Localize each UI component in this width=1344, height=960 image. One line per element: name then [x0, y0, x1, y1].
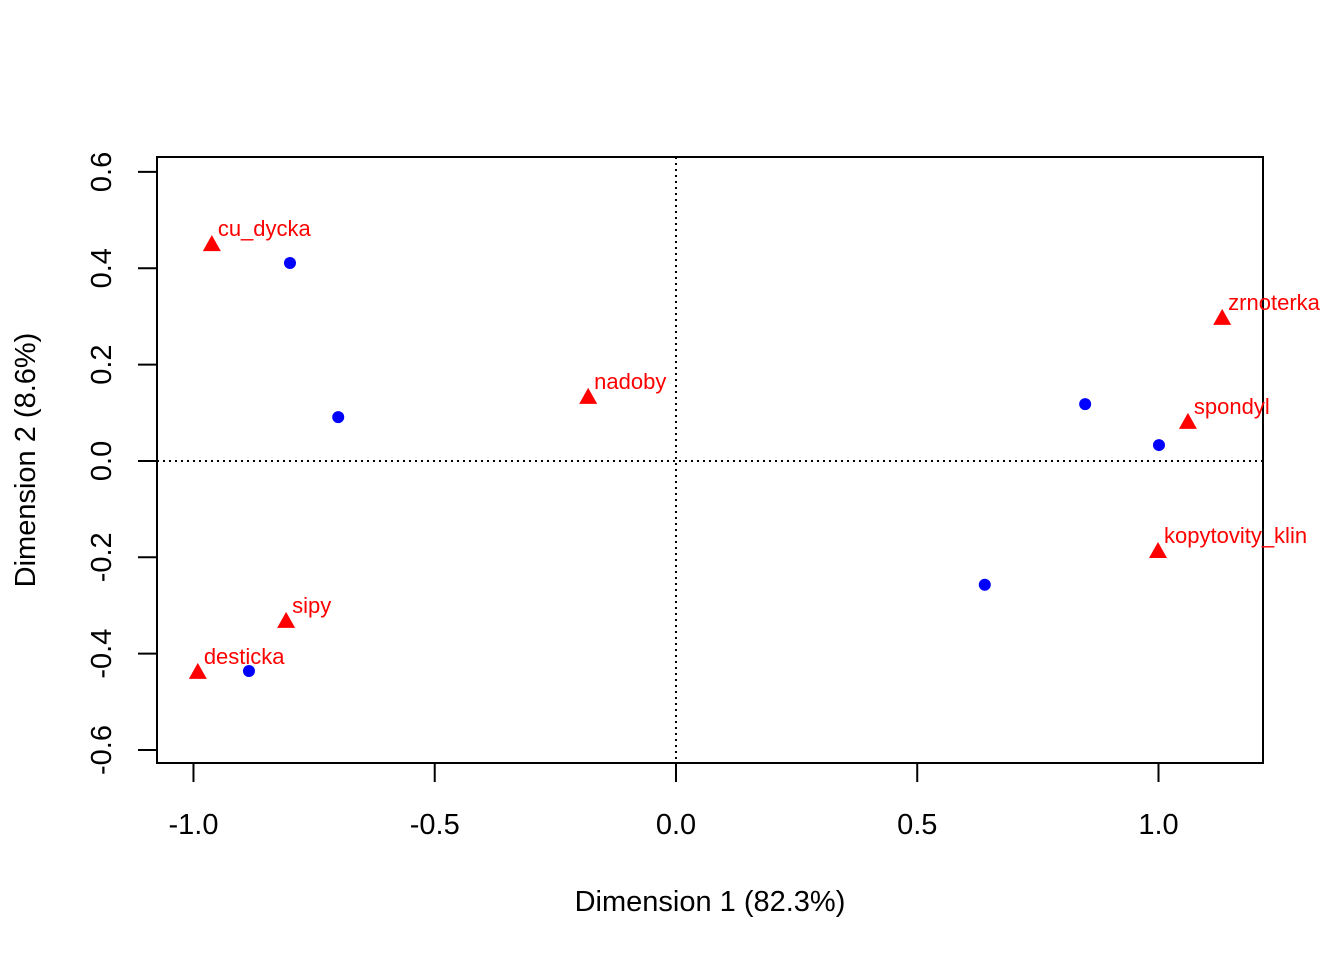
y-axis: -0.6 -0.4 -0.2 0.0 0.2 0.4 0.6 [86, 152, 158, 775]
y-axis-label: Dimension 2 (8.6%) [10, 333, 42, 588]
blue-point [1079, 398, 1092, 411]
blue-point [283, 256, 296, 269]
y-tick-label: 0.0 [86, 441, 118, 481]
reference-lines [157, 157, 1263, 763]
x-tick-label: -1.0 [168, 809, 218, 841]
red-triangle-point [579, 387, 598, 404]
point-label: desticka [204, 644, 285, 669]
y-tick-label: 0.6 [86, 152, 118, 192]
red-triangle-point [1149, 542, 1168, 559]
point-label: nadoby [594, 369, 666, 394]
blue-point [978, 578, 991, 591]
point-label: cu_dycka [218, 216, 312, 241]
y-tick-label: -0.6 [86, 725, 118, 775]
x-tick-label: -0.5 [410, 809, 460, 841]
x-tick-label: 1.0 [1138, 809, 1178, 841]
y-tick-label: 0.2 [86, 344, 118, 384]
point-label: spondyl [1194, 394, 1270, 419]
x-tick-label: 0.0 [656, 809, 696, 841]
y-tick-label: -0.2 [86, 532, 118, 582]
blue-point [242, 664, 255, 677]
point-label: zrnoterka [1228, 290, 1320, 315]
blue-point [332, 411, 345, 424]
blue-point [1152, 439, 1165, 452]
x-axis: -1.0 -0.5 0.0 0.5 1.0 [168, 762, 1179, 841]
red-triangle-point [188, 662, 207, 679]
red-triangle-point [202, 235, 221, 252]
red-triangle-point [1178, 412, 1197, 429]
red-triangle-point [277, 611, 296, 628]
x-axis-label: Dimension 1 (82.3%) [575, 886, 846, 918]
x-tick-label: 0.5 [897, 809, 937, 841]
point-label: sipy [292, 593, 331, 618]
point-label: kopytovity_klin [1164, 523, 1307, 548]
y-tick-label: -0.4 [86, 629, 118, 679]
y-tick-label: 0.4 [86, 248, 118, 288]
red-triangle-point [1213, 308, 1232, 325]
